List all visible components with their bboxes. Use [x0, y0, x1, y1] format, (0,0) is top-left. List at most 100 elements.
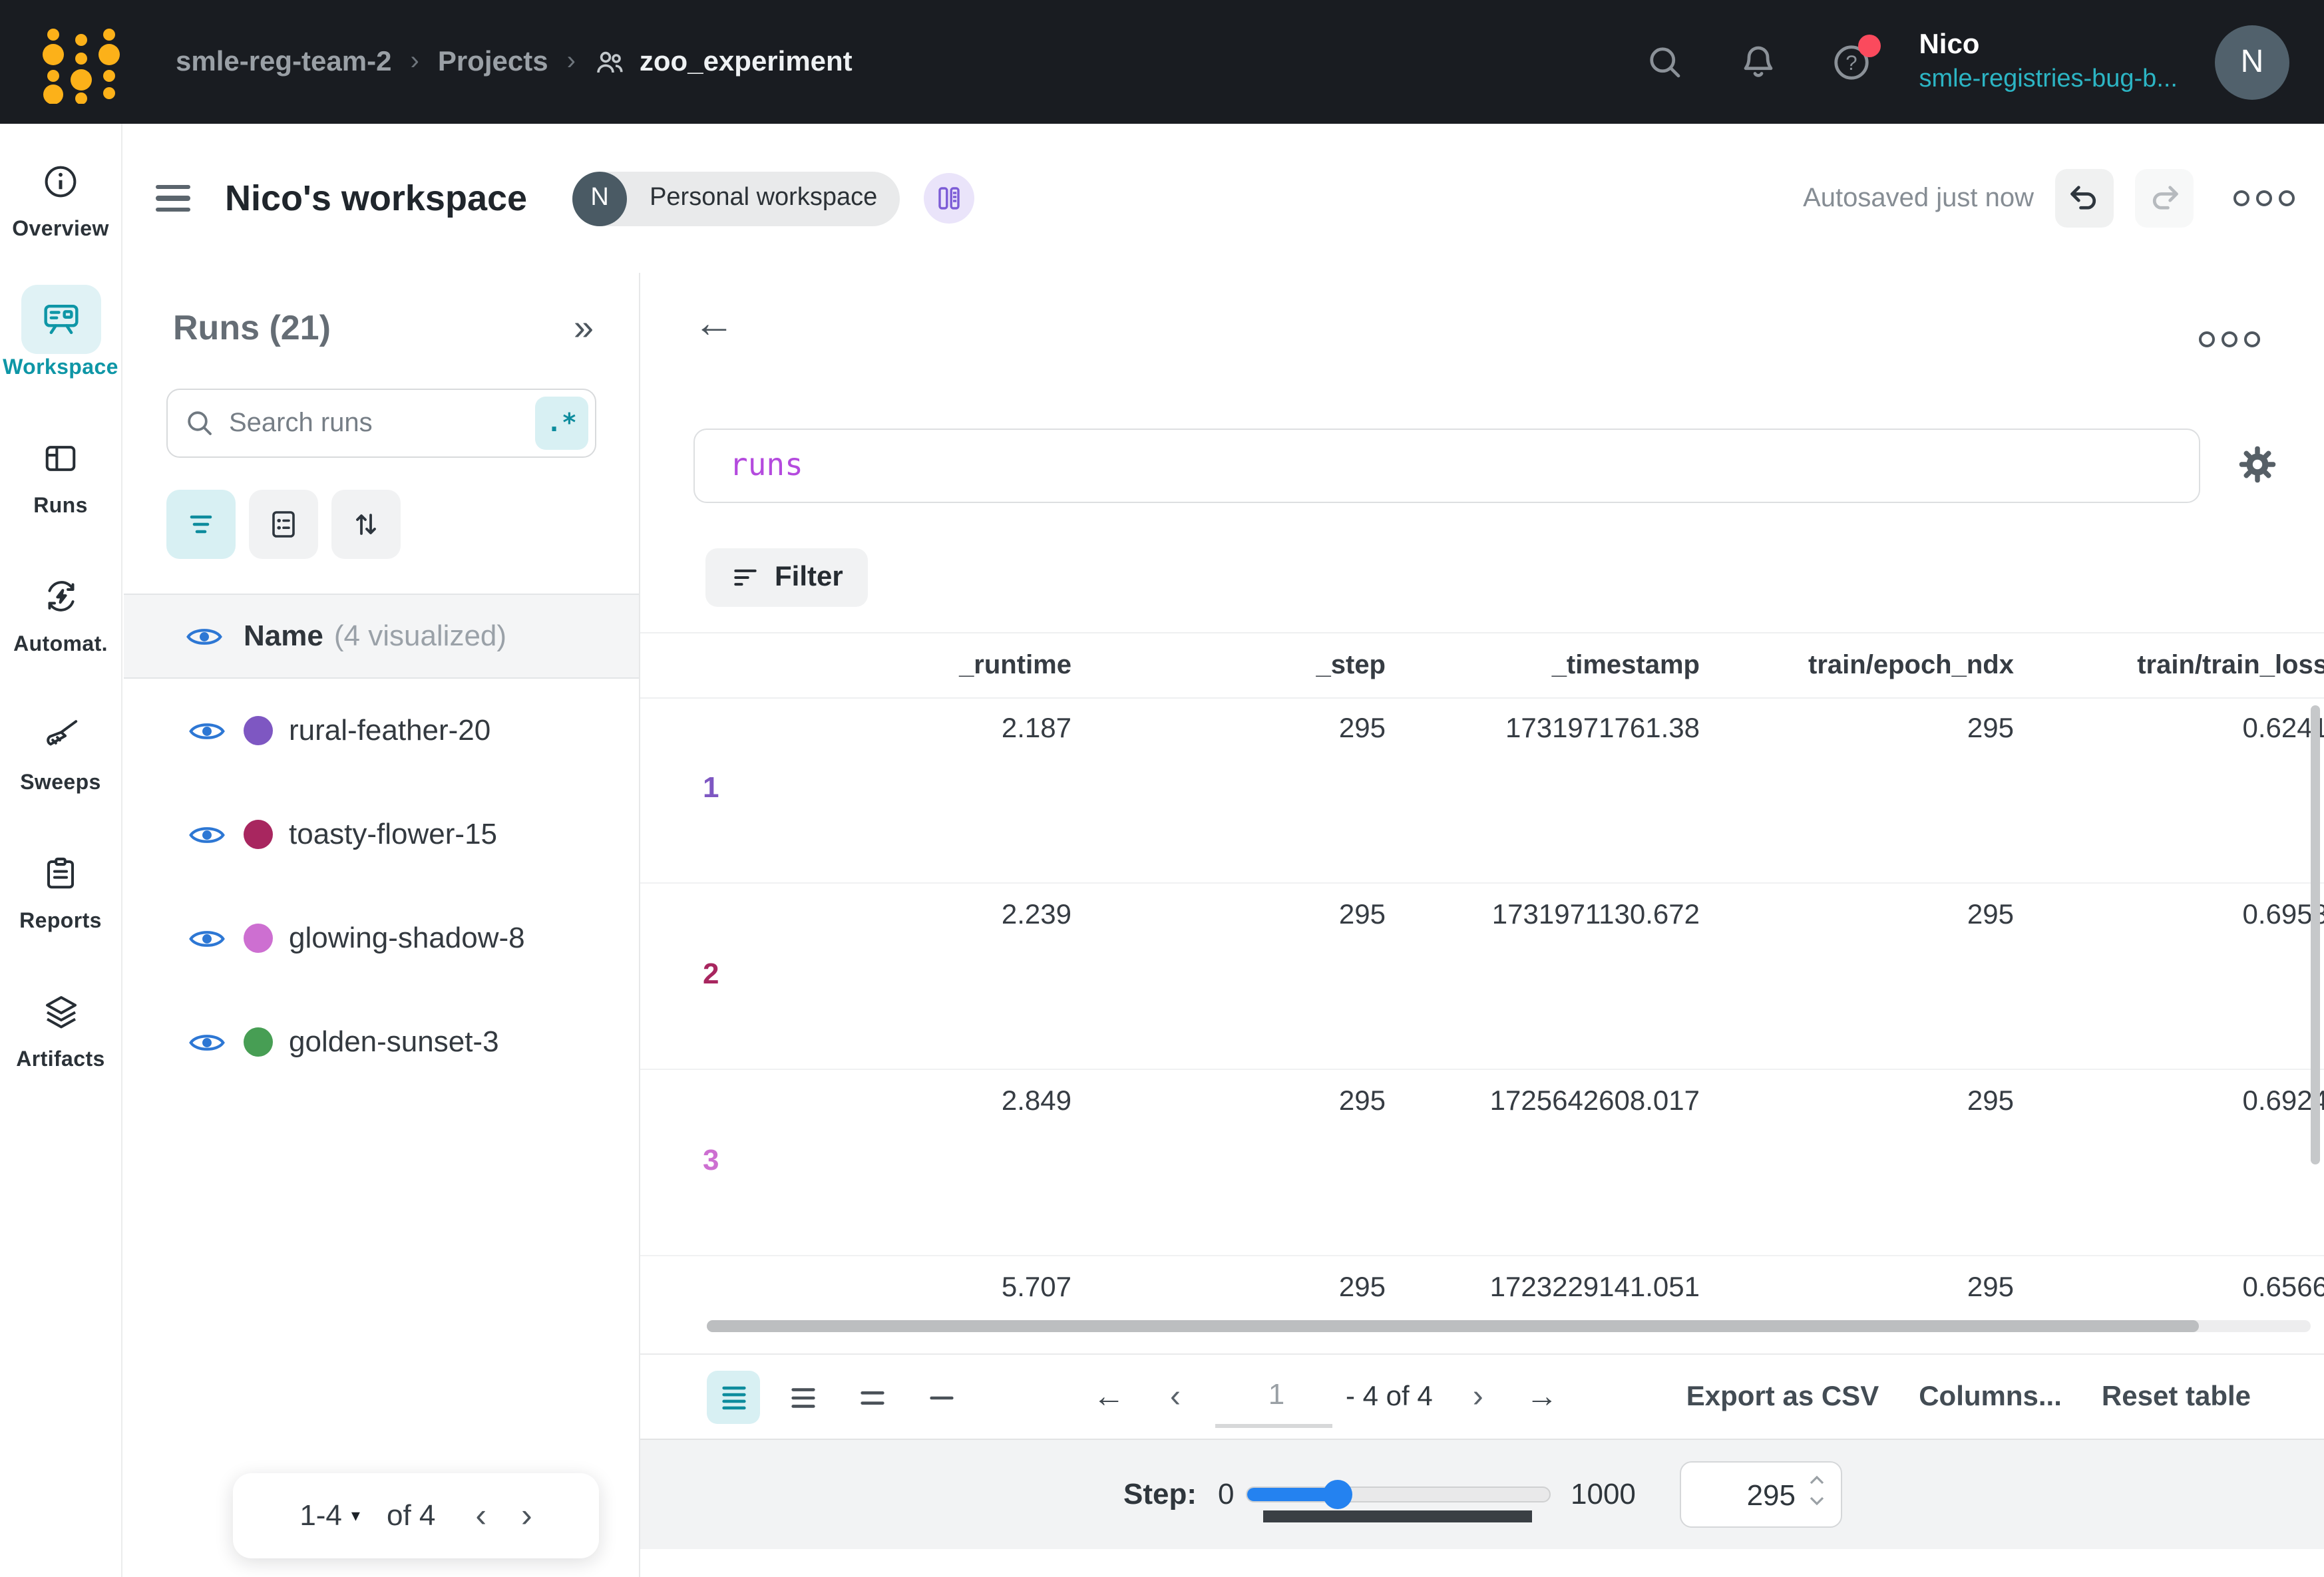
notifications-bell-icon[interactable]	[1738, 42, 1778, 82]
run-row[interactable]: toasty-flower-15	[124, 783, 639, 886]
sidebar-item-artifacts[interactable]: Artifacts	[0, 977, 121, 1115]
run-row[interactable]: rural-feather-20	[124, 679, 639, 783]
filter-runs-button[interactable]	[166, 490, 236, 559]
next-page-button[interactable]: ›	[1472, 1379, 1483, 1415]
run-name[interactable]: glowing-shadow-8	[289, 921, 525, 954]
header-overflow-menu-icon[interactable]	[2233, 190, 2295, 206]
panels-menu-icon[interactable]	[156, 178, 190, 219]
user-block[interactable]: Nico smle-registries-bug-b...	[1919, 28, 2178, 96]
user-org-link[interactable]: smle-registries-bug-b...	[1919, 65, 2178, 94]
run-row[interactable]: glowing-shadow-8	[124, 886, 639, 990]
row-number[interactable]: 3	[703, 1143, 719, 1176]
row-number[interactable]: 1	[703, 771, 719, 804]
panel-overflow-menu-icon[interactable]	[2199, 331, 2260, 347]
vertical-scrollbar[interactable]	[2311, 705, 2320, 1164]
avatar[interactable]: N	[2215, 25, 2289, 99]
sidebar-item-runs[interactable]: Runs	[0, 423, 121, 562]
run-row[interactable]: golden-sunset-3	[124, 990, 639, 1094]
row-number[interactable]: 2	[703, 957, 719, 990]
sidebar-item-overview[interactable]: Overview	[0, 146, 121, 285]
table-cell: 295	[1338, 713, 1386, 744]
row-height-lg-button[interactable]	[776, 1371, 829, 1424]
row-height-md-button[interactable]	[845, 1371, 898, 1424]
search-runs-input[interactable]	[166, 389, 596, 458]
row-height-xl-button[interactable]	[707, 1371, 760, 1424]
run-name[interactable]: golden-sunset-3	[289, 1025, 499, 1058]
left-nav-rail: Overview Workspace Runs	[0, 124, 122, 1577]
visibility-eye-icon[interactable]	[189, 1029, 225, 1055]
table-pagination: ← ‹ - 4 of 4 › →	[1093, 1355, 1558, 1440]
redo-button[interactable]	[2135, 169, 2194, 228]
run-name[interactable]: toasty-flower-15	[289, 817, 498, 850]
table-row[interactable]: 3 2.849 295 1725642608.017 295 0.6924	[640, 1070, 2324, 1256]
back-button[interactable]: ←	[693, 299, 735, 346]
sidebar-item-sweeps[interactable]: Sweeps	[0, 700, 121, 838]
step-value-box	[1680, 1461, 1842, 1529]
avatar-initial: N	[2240, 43, 2264, 79]
sidebar-item-automations[interactable]: Automat.	[0, 562, 121, 700]
visibility-eye-icon[interactable]	[189, 822, 225, 847]
undo-button[interactable]	[2055, 169, 2114, 228]
breadcrumb-project[interactable]: zoo_experiment	[639, 46, 853, 77]
filter-button[interactable]: Filter	[705, 548, 869, 607]
runs-prev-page-button[interactable]: ‹	[475, 1496, 487, 1534]
visibility-eye-icon[interactable]	[186, 623, 222, 649]
columns-button[interactable]: Columns...	[1919, 1381, 2062, 1412]
column-header[interactable]: train/train_loss	[2137, 651, 2324, 680]
wandb-logo-icon[interactable]	[40, 21, 122, 103]
horizontal-scrollbar[interactable]	[707, 1320, 2311, 1332]
step-slider[interactable]	[1246, 1480, 1551, 1509]
last-page-button[interactable]: →	[1525, 1379, 1558, 1415]
collapse-panel-icon[interactable]: »	[573, 307, 594, 347]
runs-table-panel: ←	[640, 273, 2324, 1577]
table-row[interactable]: 4 5.707 295 1723229141.051 295 0.6566	[640, 1256, 2324, 1319]
column-header[interactable]: _timestamp	[1551, 651, 1700, 680]
first-page-button[interactable]: ←	[1093, 1379, 1125, 1415]
run-list-header[interactable]: Name (4 visualized)	[124, 594, 639, 679]
table-cell: 0.6958	[2242, 900, 2324, 930]
sidebar-item-reports[interactable]: Reports	[0, 838, 121, 977]
step-stepper[interactable]	[1809, 1475, 1825, 1506]
runs-panel-controls	[166, 490, 596, 559]
personal-workspace-badge[interactable]: N Personal workspace	[572, 171, 900, 226]
runs-next-page-button[interactable]: ›	[521, 1496, 532, 1534]
panel-layout-icon[interactable]	[924, 173, 975, 224]
table-row[interactable]: 2 2.239 295 1731971130.672 295 0.6958	[640, 884, 2324, 1070]
column-header[interactable]: train/epoch_ndx	[1808, 651, 2014, 680]
reset-table-button[interactable]: Reset table	[2101, 1381, 2251, 1412]
export-csv-button[interactable]: Export as CSV	[1686, 1381, 1879, 1412]
visibility-eye-icon[interactable]	[189, 718, 225, 743]
notification-badge	[1857, 34, 1881, 57]
row-height-sm-button[interactable]	[914, 1371, 968, 1424]
breadcrumb-projects[interactable]: Projects	[437, 46, 548, 77]
run-selector-button[interactable]	[249, 490, 318, 559]
prev-page-button[interactable]: ‹	[1170, 1379, 1181, 1415]
reports-clipboard-icon	[21, 838, 100, 908]
visibility-eye-icon[interactable]	[189, 926, 225, 951]
scrollbar-thumb[interactable]	[707, 1320, 2199, 1332]
table-cell: 1731971130.672	[1491, 900, 1700, 930]
column-header[interactable]: _step	[1316, 651, 1386, 680]
slider-handle[interactable]	[1323, 1480, 1352, 1509]
column-header[interactable]: _runtime	[959, 651, 1071, 680]
query-input[interactable]	[695, 430, 2199, 502]
table-cell: 295	[1967, 713, 2014, 744]
search-icon[interactable]	[1645, 42, 1684, 82]
regex-toggle-button[interactable]: .*	[535, 397, 588, 450]
sidebar-item-workspace[interactable]: Workspace	[0, 285, 121, 423]
page-size-caret-icon[interactable]: ▾	[351, 1505, 360, 1525]
help-icon[interactable]: ?	[1831, 34, 1881, 82]
sort-runs-button[interactable]	[331, 490, 401, 559]
page-number-input[interactable]	[1215, 1367, 1338, 1423]
run-name[interactable]: rural-feather-20	[289, 713, 491, 747]
workspace-header: Nico's workspace N Personal workspace Au…	[124, 124, 2324, 274]
page-input-wrap	[1215, 1367, 1338, 1428]
runs-page-range[interactable]: 1-4	[299, 1498, 342, 1532]
step-value-input[interactable]	[1681, 1463, 1798, 1529]
table-row[interactable]: 1 2.187 295 1731971761.38 295 0.6241	[640, 697, 2324, 884]
runs-search: .*	[166, 389, 596, 458]
settings-gear-icon[interactable]	[2236, 443, 2279, 486]
table-cell: 1731971761.38	[1505, 713, 1700, 744]
breadcrumb-team[interactable]: smle-reg-team-2	[176, 46, 392, 77]
table-cell: 295	[1967, 1272, 2014, 1303]
